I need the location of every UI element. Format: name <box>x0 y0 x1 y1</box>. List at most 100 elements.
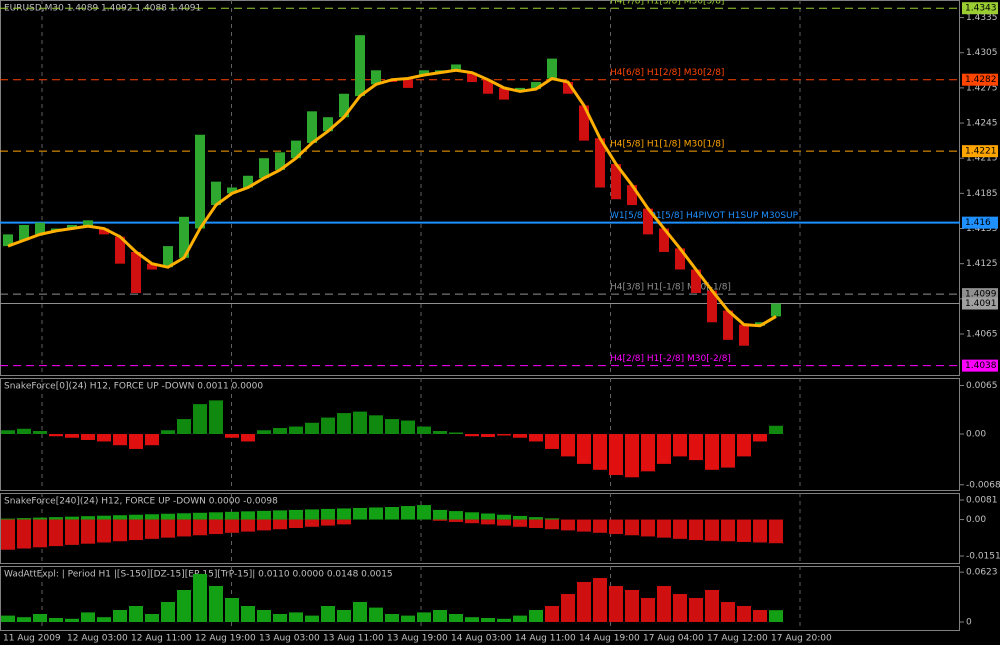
up-bar <box>145 614 159 622</box>
down-bar <box>657 586 671 622</box>
down-bar <box>673 594 687 622</box>
x-tick-label: 17 Aug 04:00 <box>643 634 704 644</box>
y-tick-label: 0.0623 <box>966 568 998 578</box>
down-bar <box>625 519 639 536</box>
up-bar <box>401 615 415 622</box>
down-bar <box>769 519 783 544</box>
up-bar <box>465 512 479 520</box>
force-bar <box>241 434 255 442</box>
pane3-frame <box>0 566 960 631</box>
price-bar <box>691 269 701 293</box>
up-bar <box>177 590 191 622</box>
force-bar <box>769 425 783 434</box>
down-bar <box>481 519 495 525</box>
force-bar <box>641 434 655 472</box>
down-bar <box>529 519 543 528</box>
down-bar <box>577 519 591 532</box>
force-bar <box>657 434 671 464</box>
price-bar <box>67 225 77 229</box>
force-bar <box>17 428 31 434</box>
force-bar <box>417 426 431 434</box>
y-tick-label: 1.4185 <box>966 189 998 199</box>
y-tick-label: 0.00 <box>966 430 986 440</box>
up-bar <box>353 602 367 622</box>
down-bar <box>465 519 479 524</box>
price-bar <box>163 246 173 268</box>
down-bar <box>625 590 639 622</box>
down-bar <box>177 519 191 537</box>
y-tick-label: 0.00 <box>966 515 986 525</box>
up-bar <box>145 514 159 520</box>
up-bar <box>481 618 495 622</box>
force-bar <box>465 434 479 437</box>
down-bar <box>641 598 655 622</box>
price-bar <box>323 117 333 132</box>
down-bar <box>209 519 223 535</box>
price-bar <box>307 111 317 143</box>
down-bar <box>273 519 287 530</box>
force-bar <box>753 434 767 442</box>
y-tick-label: 1.4305 <box>966 48 998 58</box>
x-tick-label: 12 Aug 03:00 <box>67 634 128 644</box>
price-bar <box>579 105 589 141</box>
price-bar <box>739 324 749 346</box>
price-bar <box>611 164 621 200</box>
down-bar <box>721 602 735 622</box>
down-bar <box>641 519 655 537</box>
force-bar <box>513 434 527 438</box>
up-bar <box>529 517 543 520</box>
y-tick-label: 1.4275 <box>966 83 998 93</box>
level-label: H4[3/8] H1[-1/8] M30[-1/8] <box>610 283 731 293</box>
force-bar <box>721 434 735 468</box>
down-bar <box>689 519 703 541</box>
level-label: H4[6/8] H1[2/8] M30[2/8] <box>610 68 724 78</box>
down-bar <box>545 606 559 622</box>
down-bar <box>193 519 207 536</box>
down-bar <box>657 519 671 538</box>
up-bar <box>33 614 47 622</box>
price-bar <box>563 82 573 94</box>
x-tick-label: 13 Aug 11:00 <box>323 634 384 644</box>
up-bar <box>513 515 527 520</box>
up-bar <box>433 610 447 622</box>
force-bar <box>561 434 575 457</box>
force-bar <box>689 434 703 461</box>
level-label: H4[7/8] H1[3/8] M30[3/8] <box>610 0 724 7</box>
force-bar <box>33 431 47 434</box>
price-bar <box>403 78 413 88</box>
price-bar <box>227 187 237 194</box>
down-bar <box>449 519 463 522</box>
x-tick-label: 14 Aug 03:00 <box>451 634 512 644</box>
down-bar <box>1 519 15 550</box>
down-bar <box>289 519 303 528</box>
pane-title: EURUSD,M30 1.4089 1.4092 1.4088 1.4091 <box>4 4 201 14</box>
down-bar <box>673 519 687 539</box>
down-bar <box>33 519 47 548</box>
pane1-frame <box>0 378 960 491</box>
up-bar <box>385 507 399 520</box>
y-tick-label: -0.0151 <box>966 552 1000 562</box>
down-bar <box>113 519 127 542</box>
up-bar <box>193 512 207 520</box>
up-bar <box>321 508 335 520</box>
force-bar <box>433 431 447 434</box>
force-bar <box>401 420 415 434</box>
up-bar <box>225 511 239 520</box>
force-bar <box>369 415 383 434</box>
level-price-box <box>962 73 998 86</box>
up-bar <box>241 606 255 622</box>
price-bar <box>211 181 221 206</box>
x-tick-label: 17 Aug 20:00 <box>771 634 832 644</box>
price-bar <box>35 222 45 235</box>
price-bar <box>259 158 269 179</box>
down-bar <box>593 578 607 622</box>
force-bar <box>1 430 15 434</box>
price-bar <box>115 236 125 264</box>
up-bar <box>305 509 319 520</box>
up-bar <box>161 513 175 520</box>
force-bar <box>497 434 511 436</box>
up-bar <box>353 507 367 520</box>
down-bar <box>241 519 255 532</box>
down-bar <box>561 519 575 531</box>
up-bar <box>225 598 239 622</box>
